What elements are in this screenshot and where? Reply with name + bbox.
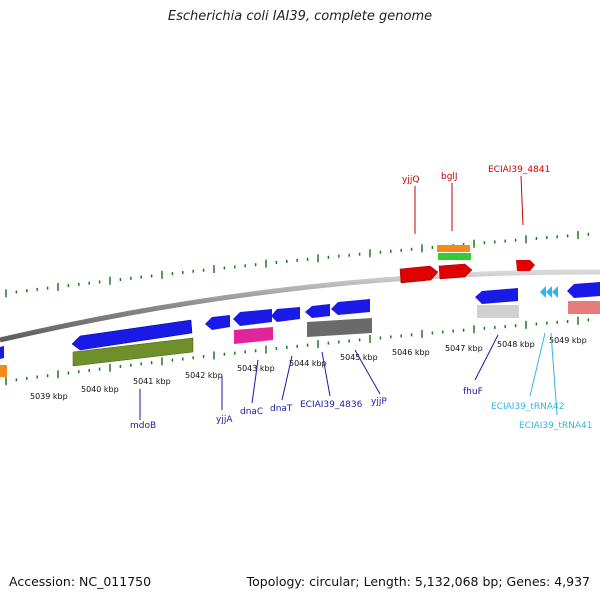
gene-label-mdob[interactable]: mdoB <box>130 421 156 431</box>
gene-feature[interactable] <box>438 263 473 280</box>
gene-feature[interactable] <box>567 282 600 298</box>
bottom-gene-labels: mdoB yjjA dnaC dnaT ECIAI39_4836 yjjP fh… <box>130 332 593 431</box>
scale-tick-label: 5040 kbp <box>81 385 119 394</box>
gene-feature[interactable] <box>0 365 7 377</box>
gene-feature[interactable] <box>475 288 518 304</box>
gene-feature[interactable] <box>205 315 230 330</box>
gene-label-fhuf[interactable]: fhuF <box>463 387 483 397</box>
trna-feature[interactable] <box>552 286 558 298</box>
gene-label-eciai39-4841[interactable]: ECIAI39_4841 <box>488 165 550 175</box>
gene-feature[interactable] <box>437 245 470 252</box>
gene-label-yjjp[interactable]: yjjP <box>371 397 387 407</box>
scale-tick-label: 5039 kbp <box>30 392 68 401</box>
gene-label-yjjq[interactable]: yjjQ <box>402 175 419 185</box>
genome-summary-text: Topology: circular; Length: 5,132,068 bp… <box>246 574 590 589</box>
genome-backbone <box>0 269 600 343</box>
gene-feature[interactable] <box>0 346 4 359</box>
scale-tick-label: 5049 kbp <box>549 336 587 345</box>
gene-feature[interactable] <box>307 318 372 337</box>
forward-strand-features <box>0 245 535 377</box>
gene-label-eciai39-trna41[interactable]: ECIAI39_tRNA41 <box>519 421 593 431</box>
gene-label-eciai39-trna42[interactable]: ECIAI39_tRNA42 <box>491 402 565 412</box>
inner-tick-track <box>5 316 590 386</box>
genome-title: Escherichia coli IAI39, complete genome <box>167 9 433 24</box>
gene-label-eciai39-4836[interactable]: ECIAI39_4836 <box>300 400 363 410</box>
scale-tick-label: 5043 kbp <box>237 364 275 373</box>
reverse-strand-features <box>0 282 600 367</box>
trna-feature[interactable] <box>546 286 552 298</box>
trna-feature[interactable] <box>540 286 546 298</box>
scale-tick-label: 5042 kbp <box>185 371 223 380</box>
accession-text: Accession: NC_011750 <box>9 574 152 589</box>
gene-feature[interactable] <box>305 304 330 318</box>
outer-tick-track <box>5 231 590 298</box>
gene-feature[interactable] <box>331 299 370 315</box>
gene-label-yjja[interactable]: yjjA <box>216 415 233 425</box>
gene-feature[interactable] <box>399 265 439 284</box>
top-gene-labels: yjjQ bglJ ECIAI39_4841 <box>402 165 550 234</box>
scale-tick-label: 5046 kbp <box>392 348 430 357</box>
gene-feature[interactable] <box>477 305 519 318</box>
gene-feature[interactable] <box>568 301 600 314</box>
gene-feature[interactable] <box>233 309 272 326</box>
scale-labels: 5039 kbp 5040 kbp 5041 kbp 5042 kbp 5043… <box>30 336 587 401</box>
gene-feature[interactable] <box>516 260 535 271</box>
gene-label-bglj[interactable]: bglJ <box>441 172 458 182</box>
gene-feature[interactable] <box>438 253 471 260</box>
scale-tick-label: 5048 kbp <box>497 340 535 349</box>
gene-label-dnac[interactable]: dnaC <box>240 407 263 417</box>
scale-tick-label: 5044 kbp <box>289 359 327 368</box>
scale-tick-label: 5041 kbp <box>133 377 171 386</box>
scale-tick-label: 5047 kbp <box>445 344 483 353</box>
gene-feature[interactable] <box>234 327 273 344</box>
gene-label-dnat[interactable]: dnaT <box>270 404 293 414</box>
gene-feature[interactable] <box>72 337 194 367</box>
gene-feature[interactable] <box>271 307 300 322</box>
gene-feature[interactable] <box>71 319 193 351</box>
